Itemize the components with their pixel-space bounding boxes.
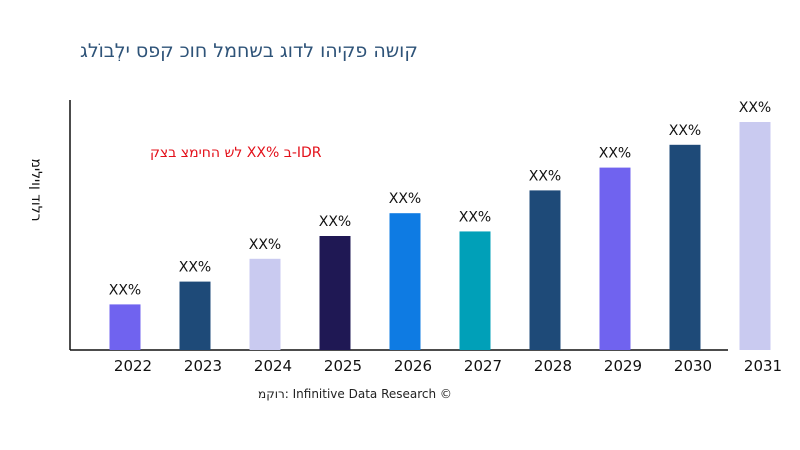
data-label-2025: XX%	[319, 214, 351, 230]
x-tick-2026: 2026	[394, 357, 432, 375]
data-label-2029: XX%	[599, 146, 631, 162]
bar-2031	[739, 122, 771, 350]
bar-2030	[669, 144, 701, 350]
data-label-2022: XX%	[109, 282, 141, 298]
x-tick-2022: 2022	[114, 357, 152, 375]
data-label-2028: XX%	[529, 168, 561, 184]
data-label-2023: XX%	[179, 260, 211, 276]
bar-2027	[459, 231, 491, 350]
data-label-2026: XX%	[389, 191, 421, 207]
bar-2025	[319, 236, 351, 350]
x-tick-2023: 2023	[184, 357, 222, 375]
data-label-2024: XX%	[249, 237, 281, 253]
bar-2022	[109, 304, 141, 350]
bar-2029	[599, 167, 631, 350]
bar-2026	[389, 213, 421, 350]
x-tick-2025: 2025	[324, 357, 362, 375]
bar-2028	[529, 190, 561, 350]
x-tick-2027: 2027	[464, 357, 502, 375]
data-label-2027: XX%	[459, 209, 491, 225]
bar-2024	[249, 258, 281, 350]
data-label-2030: XX%	[669, 123, 701, 139]
growth-annotation: לש החימצ בצק XX% ב-IDR	[150, 145, 322, 161]
data-label-2031: XX%	[739, 100, 771, 116]
source-credit: רוקמ: Infinitive Data Research ©	[258, 387, 452, 401]
bar-2023	[179, 281, 211, 350]
x-tick-2030: 2030	[674, 357, 712, 375]
x-tick-2028: 2028	[534, 357, 572, 375]
x-tick-2024: 2024	[254, 357, 292, 375]
x-tick-2031: 2031	[744, 357, 782, 375]
chart-title: קושה פקיהו לדוג בשחמל חוכ קפס ילְבוֹלג	[80, 40, 418, 62]
x-tick-2029: 2029	[604, 357, 642, 375]
